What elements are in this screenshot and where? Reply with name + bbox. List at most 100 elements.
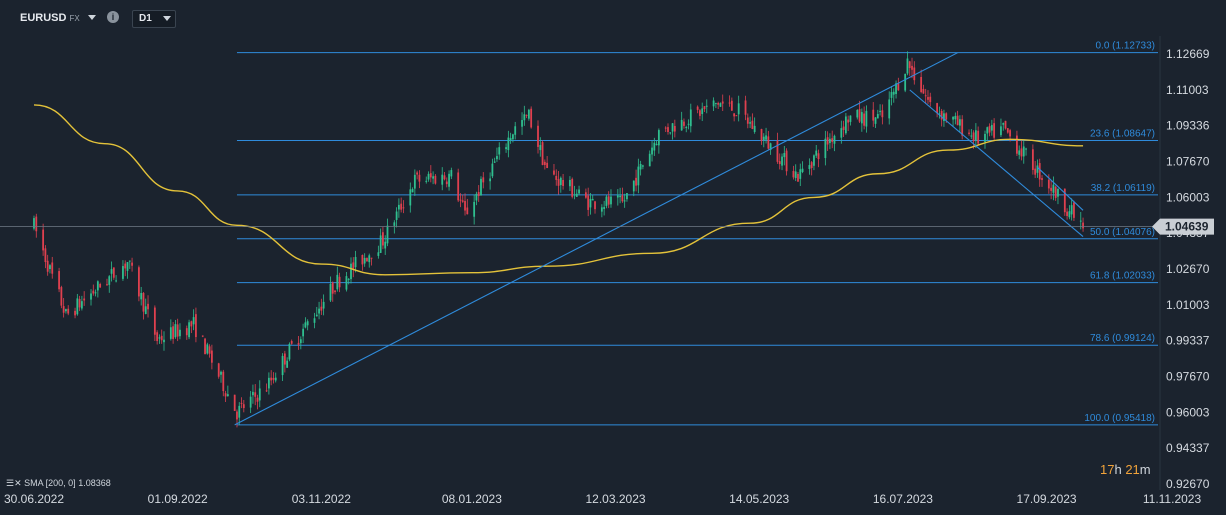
candle-body [83,298,86,301]
symbol-selector[interactable]: EURUSD FX [20,12,80,24]
candle-body [621,195,624,202]
candle-body [667,127,669,132]
candle-body [208,346,211,354]
y-tick-label: 1.02670 [1166,262,1210,276]
candle-body [126,262,129,271]
timeframe-dropdown-icon[interactable] [163,16,171,21]
candle-body [176,324,179,337]
info-icon[interactable]: i [107,11,119,23]
candle-body [448,173,450,187]
price-tag-bg [1152,218,1214,235]
candle-body [669,132,672,134]
candle-body [110,269,113,274]
candle-body [831,138,834,142]
candle-body [1073,202,1075,218]
candle-body [974,130,977,141]
candle-body [778,161,781,165]
candle-body [206,344,209,354]
candle-body [92,290,95,294]
countdown-minutes: 21 [1125,462,1140,477]
candle-body [1031,149,1034,170]
candle-body [632,180,635,192]
candle-body [525,114,528,116]
trend-line-down-channel-upper[interactable] [1037,166,1084,211]
y-tick-label: 0.96003 [1166,405,1210,419]
candle-body [315,314,318,317]
candle-body [794,171,797,179]
x-tick-label: 30.06.2022 [4,492,64,506]
candle-body [354,256,357,268]
candle-body [559,177,562,186]
candle-body [1070,205,1073,215]
candle-body [51,262,54,274]
candle-body [972,132,975,142]
candle-body [461,200,464,202]
fib-level-label: 50.0 (1.04076) [1090,227,1155,238]
candle-body [639,163,642,170]
sma-legend-icon[interactable]: ☰✕ [6,478,22,488]
candle-body [826,137,829,145]
x-tick-label: 16.07.2023 [873,492,933,506]
candle-body [1025,148,1027,150]
candle-body [80,301,83,309]
trend-line-down-channel-lower[interactable] [909,89,1084,237]
y-tick-label: 1.12669 [1166,47,1210,61]
timeframe-selector[interactable]: D1 [132,10,176,28]
candle-body [272,378,275,380]
candle-body [443,175,446,180]
candle-body [936,103,939,114]
candle-body [477,192,480,197]
symbol-dropdown-icon[interactable] [88,15,96,20]
candle-body [737,103,740,115]
candle-body [537,125,539,147]
candle-body [386,225,389,244]
candle-body [829,138,831,144]
candle-body [673,125,676,132]
candle-body [90,293,92,300]
fib-level-label: 23.6 (1.08647) [1090,128,1155,139]
candle-body [813,155,815,166]
candle-body [945,113,948,120]
candle-body [427,173,430,180]
trend-line-uptrend[interactable] [234,52,958,426]
candle-body [954,115,957,120]
candle-body [222,371,225,392]
candle-body [464,201,466,211]
candle-body [808,165,811,170]
candle-body [94,292,97,294]
candle-body [361,255,364,265]
candle-body [429,173,432,178]
candle-body [776,140,779,162]
candle-body [475,193,478,201]
candle-body [988,126,991,133]
candle-body [256,397,259,402]
candle-body [824,138,827,159]
candle-body [584,192,587,198]
candle-body [842,126,845,131]
candle-body [858,109,861,122]
candle-body [185,328,188,336]
candle-body [840,128,843,138]
candle-body [174,324,177,338]
candle-body [1036,165,1039,173]
candle-body [434,175,437,184]
candle-body [543,161,546,166]
sma-legend[interactable]: ☰✕ SMA [200, 0] 1.08368 [6,478,111,489]
candle-body [546,162,549,169]
candle-body [491,163,494,177]
candle-body [767,136,770,149]
candle-body [466,207,469,215]
candle-body [60,287,63,306]
candle-body [970,135,973,137]
candle-body [908,61,911,69]
candle-body [240,402,243,404]
candle-body [865,110,868,127]
candle-body [489,178,492,182]
candle-body [610,196,612,205]
candle-body [413,174,416,189]
candle-body [400,203,403,210]
candle-body [128,260,131,262]
candle-body [147,303,149,310]
candle-body [733,113,736,117]
